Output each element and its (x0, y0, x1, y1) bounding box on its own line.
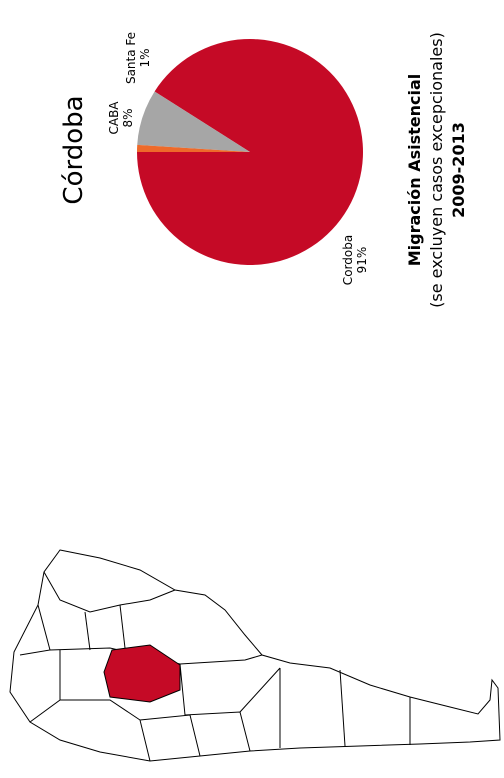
slice-value-label: 1% (138, 48, 152, 67)
subtitle: 2009-2013 (449, 122, 468, 218)
map-outline (9, 549, 501, 762)
subtitle: Migración Asistencial (405, 74, 424, 267)
slice-label: Santa Fe (124, 32, 138, 84)
rotated-slide: Córdoba Migración Asistencial (se excluy… (59, 32, 468, 308)
map-border (29, 650, 61, 723)
map-border (239, 667, 281, 713)
chart-title: Córdoba (59, 95, 89, 204)
map (9, 549, 501, 762)
map-border (179, 663, 251, 752)
pie-slice (137, 39, 363, 265)
map-border (19, 604, 51, 656)
slice-value-label: 91% (355, 247, 369, 274)
map-border (60, 699, 151, 762)
cordoba-province (103, 644, 181, 703)
map-border (119, 604, 126, 649)
subtitle: (se excluyen casos excepcionales) (427, 32, 446, 308)
map-border (339, 669, 346, 747)
slice-label: Cordoba (341, 235, 355, 285)
map-border (43, 571, 176, 613)
slice-label: CABA (107, 101, 121, 135)
pie-slice (137, 144, 250, 152)
map-border (139, 714, 201, 757)
pie-slice (137, 91, 250, 152)
slice-value-label: 8% (121, 108, 135, 127)
map-border (84, 611, 91, 651)
